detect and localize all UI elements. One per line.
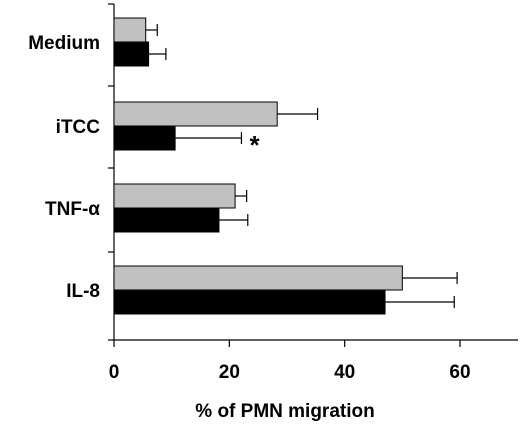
bar xyxy=(113,265,403,291)
chart-bars: * xyxy=(113,17,458,315)
category-label: iTCC xyxy=(56,117,101,138)
bar xyxy=(113,183,236,209)
bar xyxy=(113,101,278,127)
category-label: Medium xyxy=(28,33,100,54)
x-axis-title: % of PMN migration xyxy=(195,401,374,422)
category-label: IL-8 xyxy=(66,281,100,302)
bar xyxy=(113,17,147,43)
significance-marker: * xyxy=(249,130,260,160)
bar xyxy=(113,289,386,315)
x-tick-labels: 0 20 40 60 xyxy=(109,362,471,383)
x-tick-label: 40 xyxy=(334,362,355,383)
x-tick-label: 60 xyxy=(449,362,470,383)
x-tick-label: 20 xyxy=(219,362,240,383)
x-tick-label: 0 xyxy=(109,362,120,383)
category-labels: Medium iTCC TNF-α IL-8 xyxy=(28,33,100,302)
bar xyxy=(113,41,150,67)
bar xyxy=(113,125,176,151)
category-label: TNF-α xyxy=(45,199,100,220)
bar xyxy=(113,207,220,233)
